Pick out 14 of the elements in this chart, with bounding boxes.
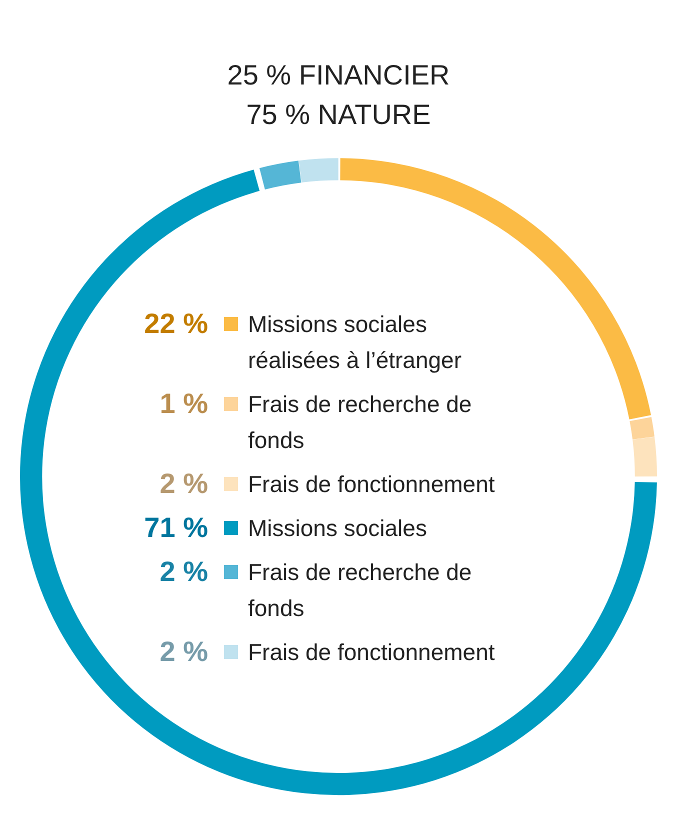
data-label: 2 % (158, 635, 209, 669)
legend-label: Frais de recherche de fonds (248, 558, 473, 623)
legend-label: Missions sociales (248, 514, 428, 543)
legend-label: Frais de fonctionnement (248, 638, 496, 667)
legend-label: Frais de fonctionnement (248, 470, 496, 499)
data-label: 71 % (143, 511, 209, 545)
data-label: 1 % (158, 387, 209, 421)
legend-label: Frais de recherche de fonds (248, 390, 473, 455)
data-label: 2 % (158, 555, 209, 589)
data-label: 22 % (143, 307, 209, 341)
chart-subtitle: 75 % NATURE (246, 99, 431, 130)
data-label: 2 % (158, 467, 209, 501)
chart-title: 25 % FINANCIER (227, 60, 450, 91)
legend-label: Missions sociales réalisées à l’étranger (248, 310, 463, 375)
